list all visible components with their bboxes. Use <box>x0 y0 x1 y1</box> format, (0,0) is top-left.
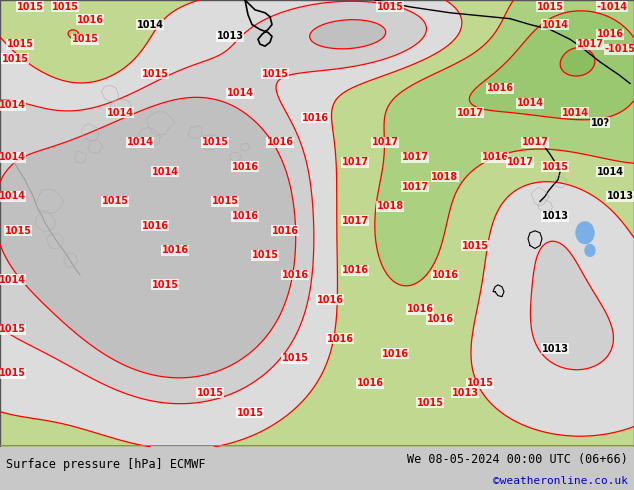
Text: 1015: 1015 <box>202 137 228 147</box>
Text: 1014: 1014 <box>541 20 569 29</box>
Text: 1016: 1016 <box>302 113 328 123</box>
Text: 1015: 1015 <box>541 162 569 172</box>
Text: 1016: 1016 <box>271 226 299 236</box>
Text: 1013: 1013 <box>216 31 243 41</box>
Text: 1016: 1016 <box>316 294 344 305</box>
Text: 1015: 1015 <box>51 2 79 12</box>
Text: 1017: 1017 <box>522 137 548 147</box>
Text: 1016: 1016 <box>231 211 259 221</box>
Text: 1016: 1016 <box>406 304 434 315</box>
Text: 1015: 1015 <box>101 196 129 206</box>
Text: We 08-05-2024 00:00 UTC (06+66): We 08-05-2024 00:00 UTC (06+66) <box>407 453 628 466</box>
Text: 1014: 1014 <box>0 275 25 285</box>
Text: 1017: 1017 <box>507 157 533 167</box>
Text: 1018: 1018 <box>377 201 404 211</box>
Text: 1014: 1014 <box>226 88 254 98</box>
Text: 1015: 1015 <box>4 226 32 236</box>
Text: 1018: 1018 <box>432 172 458 182</box>
Text: 1014: 1014 <box>127 137 153 147</box>
Text: 1015: 1015 <box>417 398 444 408</box>
Text: 1015: 1015 <box>462 241 489 250</box>
Text: 1017: 1017 <box>401 182 429 192</box>
Text: 1017: 1017 <box>342 157 368 167</box>
Text: 1015: 1015 <box>0 324 25 334</box>
Text: Surface pressure [hPa] ECMWF: Surface pressure [hPa] ECMWF <box>6 458 206 471</box>
Text: 1015: 1015 <box>236 408 264 417</box>
Text: 1016: 1016 <box>342 265 368 275</box>
Text: 1017: 1017 <box>401 152 429 162</box>
Text: 1015: 1015 <box>0 368 25 378</box>
Text: 1015: 1015 <box>252 250 278 260</box>
Text: 1014: 1014 <box>107 108 134 118</box>
Text: 1014: 1014 <box>136 20 164 29</box>
Text: 1016: 1016 <box>141 221 169 231</box>
Text: 1016: 1016 <box>327 334 354 344</box>
Text: 1017: 1017 <box>342 216 368 226</box>
Text: 1014: 1014 <box>0 100 25 110</box>
Text: 1013: 1013 <box>541 343 569 354</box>
Text: 1014: 1014 <box>0 192 25 201</box>
Text: 1016: 1016 <box>427 314 453 324</box>
Text: 1015: 1015 <box>141 69 169 79</box>
Text: 1014: 1014 <box>597 167 623 177</box>
Text: 1016: 1016 <box>486 83 514 94</box>
Text: 1015: 1015 <box>1 54 29 64</box>
Text: 1014: 1014 <box>517 98 543 108</box>
Text: 1015: 1015 <box>6 39 34 49</box>
Text: 1016: 1016 <box>266 137 294 147</box>
Text: 1015: 1015 <box>261 69 288 79</box>
Text: 1017: 1017 <box>372 137 399 147</box>
Text: 1016: 1016 <box>382 348 408 359</box>
Text: 1016: 1016 <box>432 270 458 280</box>
Text: 1017: 1017 <box>576 39 604 49</box>
Text: 1016: 1016 <box>597 29 623 39</box>
Text: 1015: 1015 <box>72 34 98 44</box>
Text: 1015: 1015 <box>16 2 44 12</box>
Text: 1015: 1015 <box>152 280 179 290</box>
Ellipse shape <box>585 245 595 256</box>
Text: -1015: -1015 <box>604 44 634 54</box>
Text: 1013: 1013 <box>451 388 479 398</box>
Text: 1015: 1015 <box>212 196 238 206</box>
Text: 1016: 1016 <box>356 378 384 388</box>
Text: 1016: 1016 <box>481 152 508 162</box>
Text: 1016: 1016 <box>281 270 309 280</box>
Text: 1016: 1016 <box>231 162 259 172</box>
Text: 1013: 1013 <box>541 211 569 221</box>
Text: 1015: 1015 <box>281 353 309 364</box>
Text: 1014: 1014 <box>0 152 25 162</box>
Text: 1017: 1017 <box>456 108 484 118</box>
Text: -1014: -1014 <box>597 2 628 12</box>
Text: 1016: 1016 <box>77 15 103 24</box>
Text: 1014: 1014 <box>562 108 588 118</box>
Text: ©weatheronline.co.uk: ©weatheronline.co.uk <box>493 476 628 486</box>
Text: 1013: 1013 <box>607 192 633 201</box>
Text: 1016: 1016 <box>162 245 188 255</box>
Ellipse shape <box>576 222 594 244</box>
Text: 1015: 1015 <box>536 2 564 12</box>
Text: 10?: 10? <box>590 118 609 128</box>
Text: 1015: 1015 <box>377 2 403 12</box>
Text: 1015: 1015 <box>197 388 224 398</box>
Text: 1015: 1015 <box>467 378 493 388</box>
Text: 1014: 1014 <box>152 167 179 177</box>
